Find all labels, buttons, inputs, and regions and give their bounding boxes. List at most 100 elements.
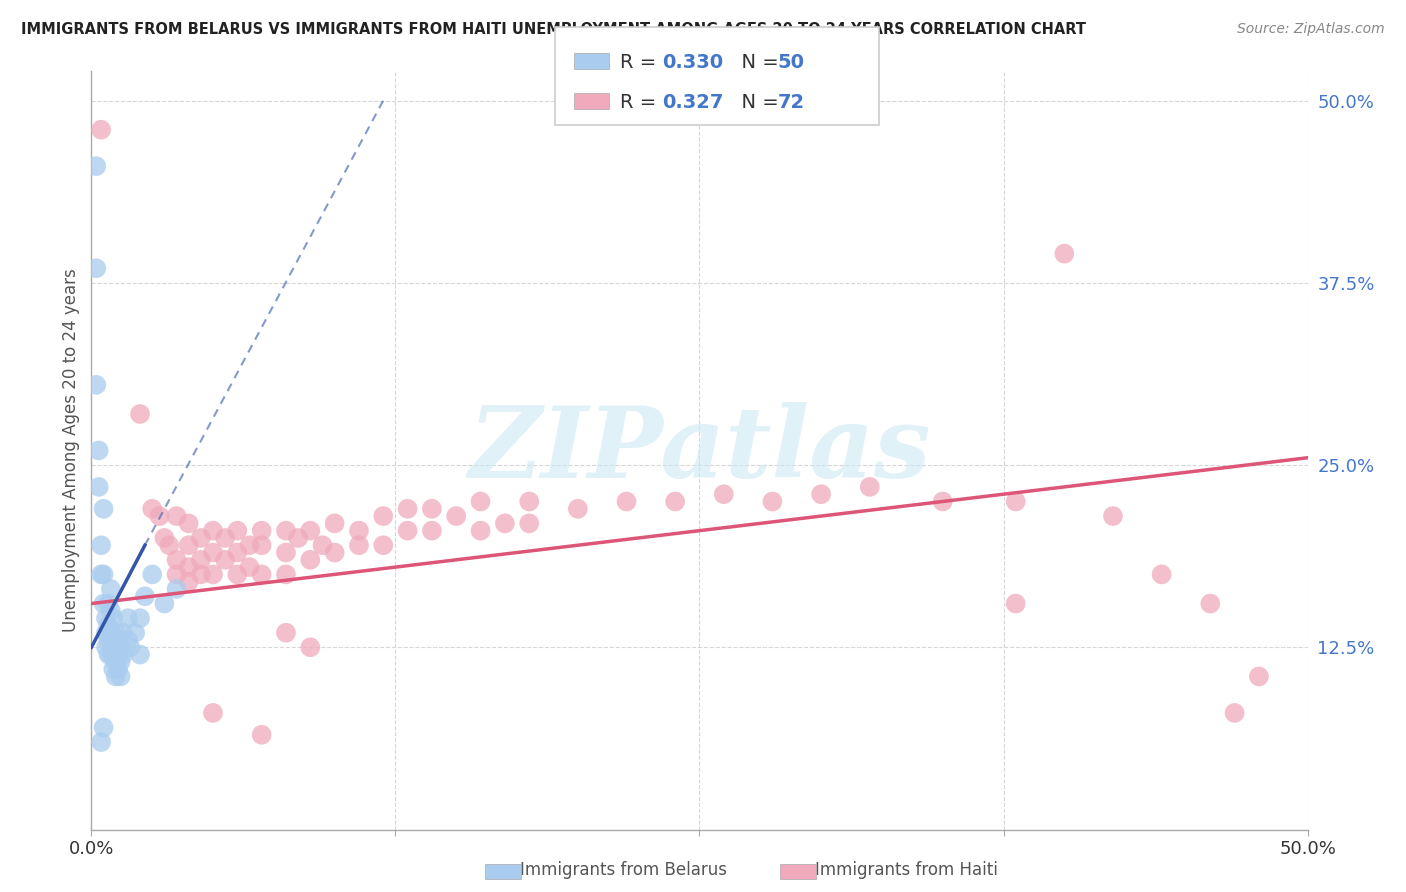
Point xyxy=(517,494,540,508)
Text: ZIPatlas: ZIPatlas xyxy=(468,402,931,499)
Point xyxy=(931,494,953,508)
Point xyxy=(100,604,122,618)
Text: 72: 72 xyxy=(778,93,804,112)
Point xyxy=(103,611,125,625)
Point xyxy=(141,567,163,582)
Point xyxy=(250,538,273,552)
Point xyxy=(202,524,225,538)
Point xyxy=(124,625,146,640)
Point xyxy=(494,516,516,531)
Point xyxy=(274,625,297,640)
Point xyxy=(323,516,346,531)
Point xyxy=(97,633,120,648)
Point xyxy=(396,501,419,516)
Point xyxy=(347,524,370,538)
Point xyxy=(274,567,297,582)
Text: Immigrants from Haiti: Immigrants from Haiti xyxy=(815,861,998,879)
Text: R =: R = xyxy=(620,53,662,72)
Point xyxy=(470,524,492,538)
Point xyxy=(190,553,212,567)
Point xyxy=(274,524,297,538)
Point xyxy=(90,122,112,136)
Point xyxy=(567,501,589,516)
Point xyxy=(1004,494,1026,508)
Text: R =: R = xyxy=(620,93,662,112)
Point xyxy=(120,640,142,655)
Point xyxy=(104,640,127,655)
Point xyxy=(274,545,297,559)
Point xyxy=(103,662,125,676)
Point xyxy=(97,618,120,632)
Text: IMMIGRANTS FROM BELARUS VS IMMIGRANTS FROM HAITI UNEMPLOYMENT AMONG AGES 20 TO 2: IMMIGRANTS FROM BELARUS VS IMMIGRANTS FR… xyxy=(21,22,1085,37)
Point xyxy=(93,567,115,582)
Point xyxy=(299,640,322,655)
Point xyxy=(373,538,395,552)
Point xyxy=(87,480,110,494)
Point xyxy=(1247,669,1270,683)
Point xyxy=(664,494,686,508)
Point xyxy=(226,567,249,582)
Point xyxy=(110,655,132,669)
Point xyxy=(103,648,125,662)
Point xyxy=(107,633,129,648)
Point xyxy=(250,567,273,582)
Point xyxy=(117,633,139,648)
Point xyxy=(420,524,443,538)
Point xyxy=(238,560,260,574)
Point xyxy=(134,589,156,603)
Point xyxy=(129,611,152,625)
Point xyxy=(311,538,333,552)
Point xyxy=(94,611,117,625)
Point xyxy=(153,531,176,545)
Point xyxy=(177,560,200,574)
Point xyxy=(117,611,139,625)
Text: 0.327: 0.327 xyxy=(662,93,724,112)
Text: 0.330: 0.330 xyxy=(662,53,724,72)
Point xyxy=(190,531,212,545)
Point xyxy=(517,516,540,531)
Point xyxy=(87,443,110,458)
Point xyxy=(111,625,134,640)
Point xyxy=(177,516,200,531)
Point xyxy=(129,648,152,662)
Text: Immigrants from Belarus: Immigrants from Belarus xyxy=(520,861,727,879)
Point xyxy=(129,407,152,421)
Point xyxy=(104,669,127,683)
Point xyxy=(1199,597,1222,611)
Point xyxy=(103,633,125,648)
Point xyxy=(111,648,134,662)
Point xyxy=(1150,567,1173,582)
Point xyxy=(226,524,249,538)
Point xyxy=(470,494,492,508)
Point xyxy=(444,509,467,524)
Point xyxy=(226,545,249,559)
Point xyxy=(148,509,170,524)
Point xyxy=(100,648,122,662)
Point xyxy=(713,487,735,501)
Text: N =: N = xyxy=(728,53,785,72)
Point xyxy=(84,261,107,276)
Point xyxy=(859,480,882,494)
Point xyxy=(107,662,129,676)
Point xyxy=(299,553,322,567)
Point xyxy=(94,625,117,640)
Point xyxy=(153,597,176,611)
Point xyxy=(84,377,107,392)
Point xyxy=(104,655,127,669)
Point xyxy=(110,640,132,655)
Point xyxy=(141,501,163,516)
Text: 50: 50 xyxy=(778,53,804,72)
Point xyxy=(202,545,225,559)
Point xyxy=(810,487,832,501)
Point xyxy=(166,567,188,582)
Y-axis label: Unemployment Among Ages 20 to 24 years: Unemployment Among Ages 20 to 24 years xyxy=(62,268,80,632)
Point xyxy=(93,597,115,611)
Point xyxy=(93,501,115,516)
Text: N =: N = xyxy=(728,93,785,112)
Point xyxy=(177,574,200,589)
Point xyxy=(93,721,115,735)
Point xyxy=(347,538,370,552)
Point xyxy=(107,648,129,662)
Point xyxy=(84,159,107,173)
Point xyxy=(94,640,117,655)
